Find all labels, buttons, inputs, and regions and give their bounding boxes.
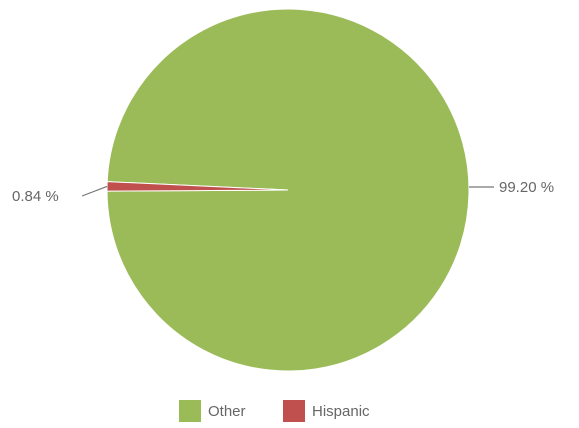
slice-label-other: 99.20 % xyxy=(499,179,554,196)
pie-slices xyxy=(106,8,470,372)
legend-label-other: Other xyxy=(208,403,246,420)
leader-line-hispanic xyxy=(81,185,108,197)
legend-swatch-hispanic xyxy=(283,400,305,422)
legend-item-hispanic[interactable]: Hispanic xyxy=(283,400,370,422)
legend-label-hispanic: Hispanic xyxy=(312,403,370,420)
leader-lines xyxy=(81,185,494,197)
pie-slice-hispanic[interactable] xyxy=(106,181,289,192)
slice-labels: 99.20 % 0.84 % xyxy=(12,179,554,205)
slice-label-hispanic: 0.84 % xyxy=(12,188,59,205)
legend-swatch-other xyxy=(179,400,201,422)
legend: Other Hispanic xyxy=(179,400,370,422)
legend-item-other[interactable]: Other xyxy=(179,400,246,422)
